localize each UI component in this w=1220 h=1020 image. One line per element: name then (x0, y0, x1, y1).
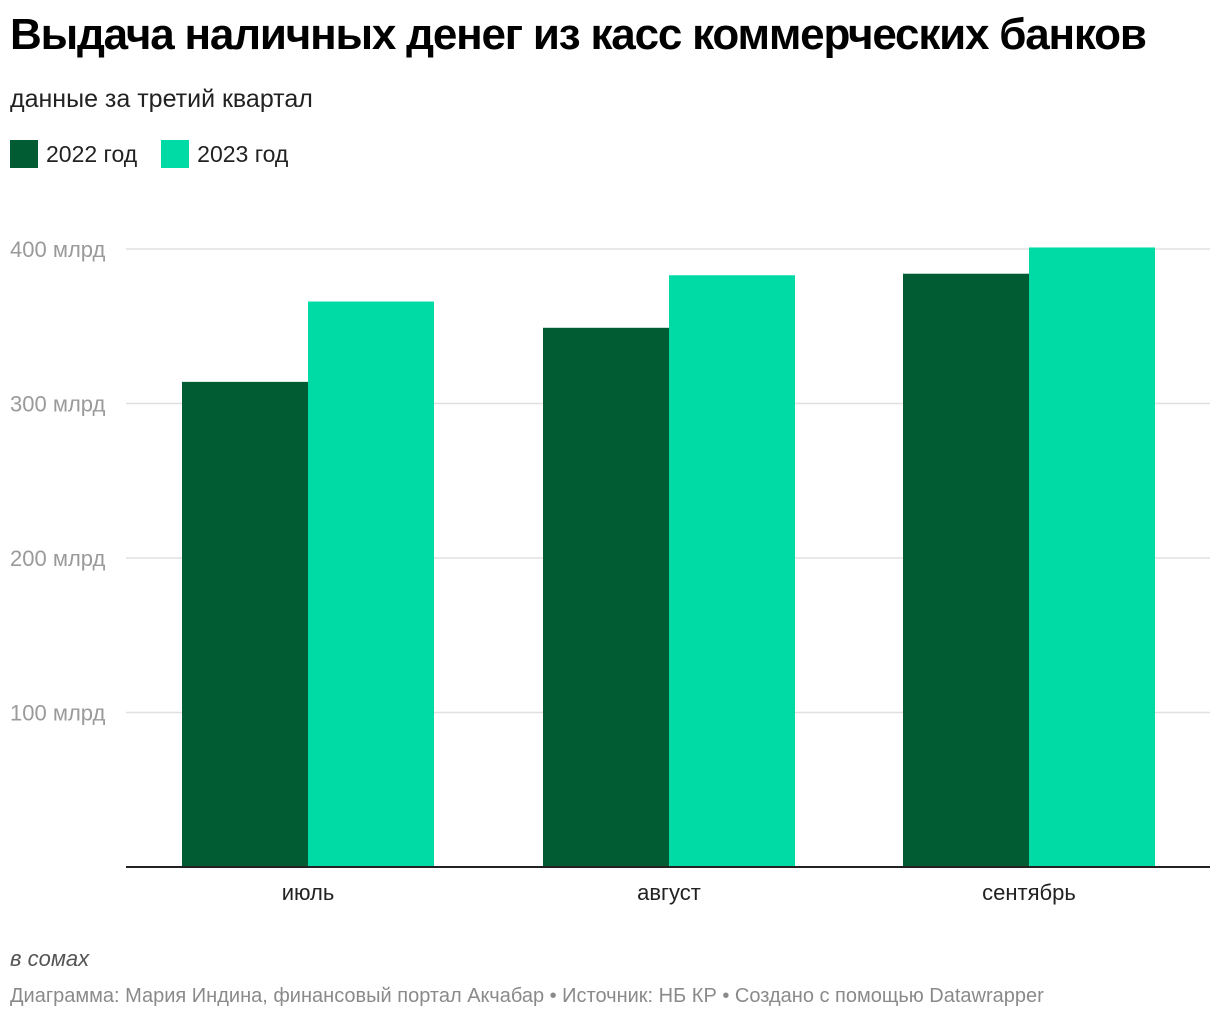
bar (543, 327, 669, 867)
y-tick-label: 200 млрд (10, 546, 106, 571)
chart-subtitle: данные за третий квартал (10, 85, 313, 113)
legend-item-2023: 2023 год (161, 140, 288, 168)
bar (903, 273, 1029, 868)
legend: 2022 год 2023 год (10, 140, 288, 168)
x-tick-label: август (637, 880, 701, 905)
chart-title: Выдача наличных денег из касс коммерческ… (10, 10, 1147, 59)
legend-item-2022: 2022 год (10, 140, 137, 168)
bar-chart: 100 млрд 200 млрд 300 млрд 400 млрд июль авгу… (10, 237, 1210, 905)
units-note: в сомах (10, 946, 90, 971)
legend-label-2022: 2022 год (46, 140, 138, 167)
legend-swatch-2022 (10, 140, 38, 168)
bar (308, 301, 434, 867)
y-tick-label: 300 млрд (10, 392, 106, 417)
bar (1029, 247, 1155, 867)
legend-label-2023: 2023 год (197, 140, 289, 167)
x-tick-label: июль (282, 880, 335, 905)
x-tick-label: сентябрь (982, 880, 1076, 905)
y-tick-label: 400 млрд (10, 237, 106, 262)
legend-swatch-2023 (161, 140, 190, 168)
bar (182, 381, 308, 867)
bar (669, 275, 795, 867)
y-tick-label: 100 млрд (10, 701, 106, 726)
credits: Диаграмма: Мария Индина, финансовый порт… (10, 985, 1044, 1007)
